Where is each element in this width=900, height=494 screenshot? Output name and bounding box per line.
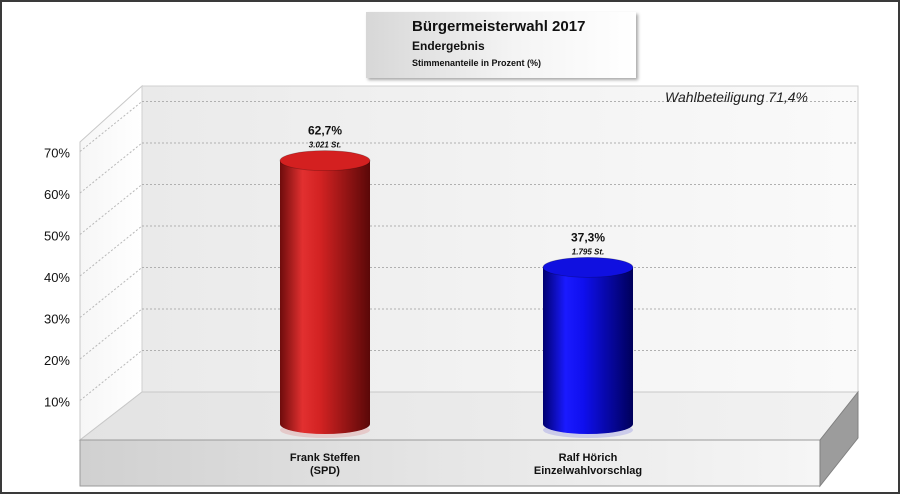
- gridline-20: [79, 308, 858, 360]
- chart-base-front: [79, 439, 821, 487]
- category-label-1: Ralf Hörich Einzelwahlvorschlag: [534, 452, 642, 478]
- title-box: Bürgermeisterwahl 2017 Endergebnis Stimm…: [366, 12, 636, 78]
- category-label-0-line1: Frank Steffen: [289, 452, 361, 464]
- category-label-1-line1: Ralf Hörich: [558, 452, 618, 464]
- value-label-1: 37,3%: [571, 230, 605, 244]
- category-label-0-line2: (SPD): [310, 465, 340, 477]
- chart-base-side: [819, 390, 859, 488]
- y-tick-label-30: 30%: [44, 312, 70, 327]
- vote-label-1: 1.795 St.: [572, 247, 604, 256]
- vote-label-0: 3.021 St.: [309, 141, 341, 150]
- chart-subtitle-units: Stimmenanteile in Prozent (%): [412, 58, 542, 68]
- chart-subtitle: Endergebnis: [412, 39, 485, 53]
- y-tick-label-10: 10%: [44, 395, 70, 410]
- y-tick-label-60: 60%: [44, 187, 70, 202]
- y-tick-label-20: 20%: [44, 353, 70, 368]
- gridline-60: [79, 142, 858, 194]
- chart-floor: [78, 391, 860, 441]
- category-label-1-line2: Einzelwahlvorschlag: [533, 465, 643, 477]
- chart-title: Bürgermeisterwahl 2017: [412, 18, 586, 35]
- gridline-70: [79, 101, 858, 152]
- gridline-30: [79, 267, 858, 318]
- gridline-10: [79, 350, 858, 401]
- y-tick-label-40: 40%: [44, 270, 70, 285]
- y-tick-label-70: 70%: [44, 146, 70, 161]
- category-label-0: Frank Steffen (SPD): [290, 452, 360, 478]
- chart-left-wall: [79, 84, 143, 442]
- bar-1: [542, 256, 634, 438]
- gridline-40: [79, 225, 858, 277]
- y-tick-label-50: 50%: [44, 229, 70, 244]
- value-label-0: 62,7%: [308, 124, 342, 138]
- bar-0: [279, 150, 371, 438]
- chart-back-wall: [141, 85, 859, 393]
- turnout-annotation: Wahlbeteiligung 71,4%: [665, 89, 808, 105]
- gridline-50: [79, 184, 858, 235]
